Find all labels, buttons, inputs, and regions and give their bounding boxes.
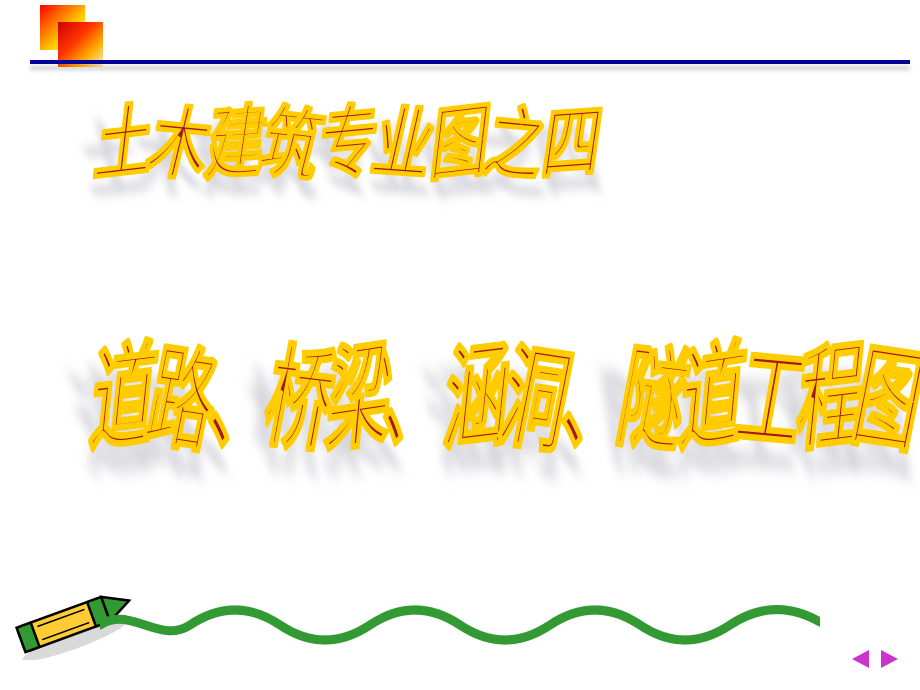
next-button[interactable] xyxy=(876,646,902,672)
title-block: 土木建筑专业图之四 土木建筑专业图之四 xyxy=(90,95,870,255)
triangle-right-icon xyxy=(877,647,901,671)
header-rule xyxy=(30,60,910,64)
nav-controls xyxy=(848,646,902,672)
squiggle-underline xyxy=(100,600,820,650)
subtitle-block: 道路、桥梁、涵洞、隧道工程图 道路、桥梁、涵洞、隧道工程图 xyxy=(50,340,900,540)
triangle-left-icon xyxy=(849,647,873,671)
header-decoration xyxy=(0,0,920,70)
subtitle-text: 道路、桥梁、涵洞、隧道工程图 xyxy=(86,310,910,472)
prev-button[interactable] xyxy=(848,646,874,672)
title-text: 土木建筑专业图之四 xyxy=(90,80,594,193)
